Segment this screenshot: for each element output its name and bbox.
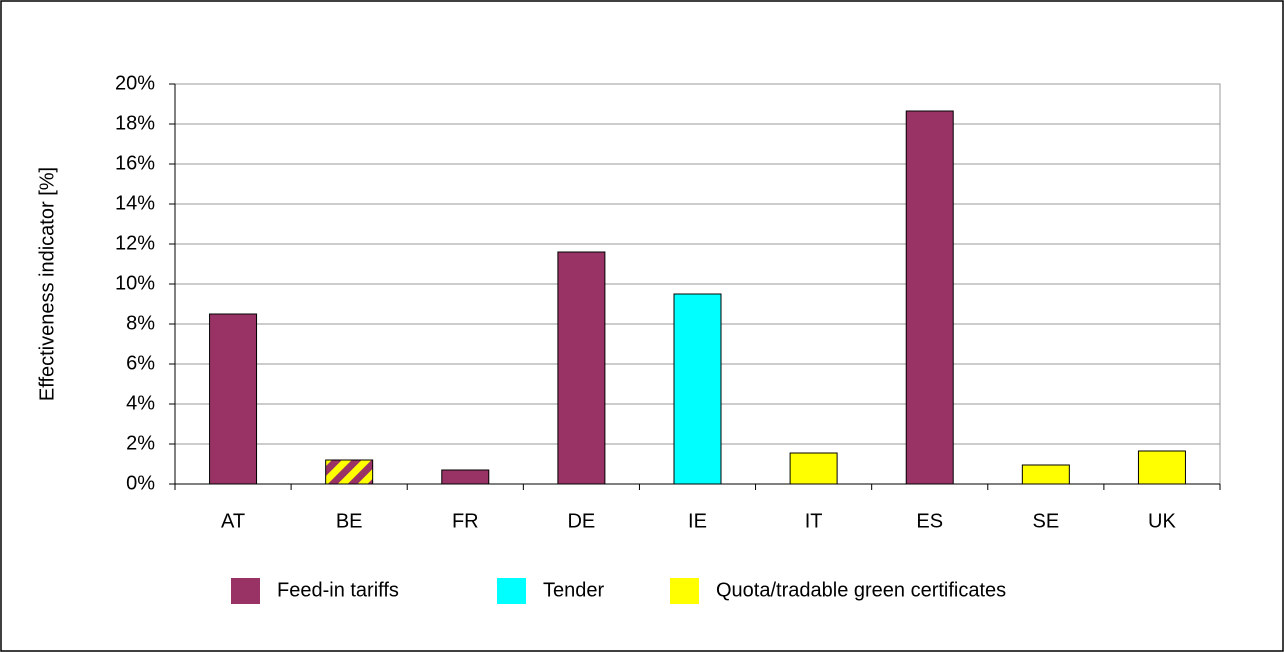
y-tick-label: 2% (126, 432, 155, 454)
y-tick-label: 18% (115, 112, 155, 134)
y-tick-label: 4% (126, 392, 155, 414)
bar (557, 251, 606, 485)
legend-label: Feed-in tariffs (277, 579, 399, 601)
bar (1137, 450, 1186, 485)
x-tick-label: IT (805, 510, 823, 532)
x-tick-label: ES (916, 510, 943, 532)
bar (905, 110, 954, 485)
bar (325, 459, 374, 485)
y-tick-label: 10% (115, 272, 155, 294)
y-tick-label: 12% (115, 232, 155, 254)
x-tick-label: IE (688, 510, 707, 532)
y-tick-label: 14% (115, 192, 155, 214)
y-axis-label: Effectiveness indicator [%] (36, 167, 58, 401)
bar (1021, 464, 1070, 485)
y-tick-label: 16% (115, 152, 155, 174)
y-tick-label: 6% (126, 352, 155, 374)
x-tick-label: AT (221, 510, 245, 532)
legend-swatch (670, 578, 699, 604)
legend-label: Quota/tradable green certificates (716, 579, 1006, 601)
y-tick-label: 8% (126, 312, 155, 334)
x-tick-label: DE (567, 510, 595, 532)
bar (209, 313, 258, 485)
y-tick-label: 0% (126, 472, 155, 494)
x-tick-label: SE (1032, 510, 1059, 532)
bar (441, 469, 490, 485)
legend-swatch (231, 578, 260, 604)
bar (789, 452, 838, 485)
x-tick-label: UK (1148, 510, 1176, 532)
legend-label: Tender (543, 579, 604, 601)
legend-swatch (497, 578, 526, 604)
x-tick-label: FR (452, 510, 479, 532)
x-tick-label: BE (336, 510, 363, 532)
y-tick-label: 20% (115, 72, 155, 94)
bar (673, 293, 722, 485)
